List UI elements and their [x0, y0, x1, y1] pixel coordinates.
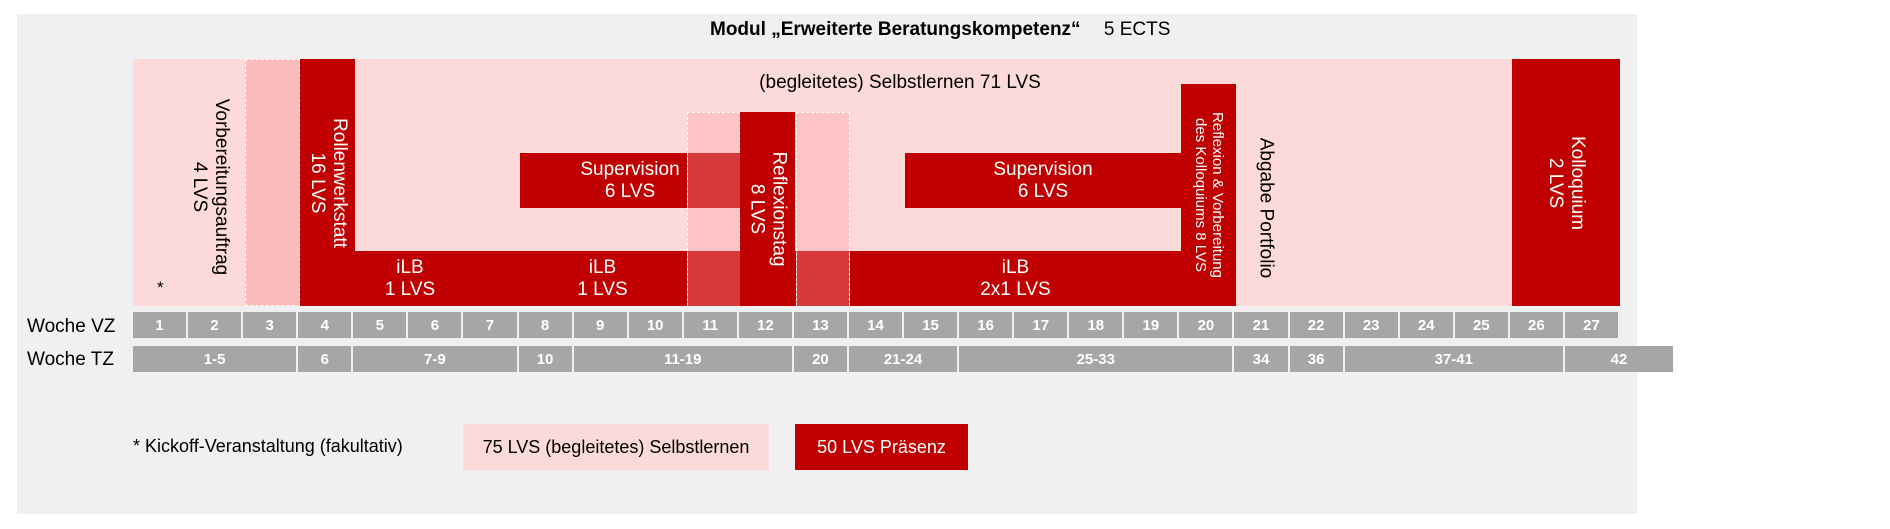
vz-week-cell: 18: [1069, 312, 1123, 338]
reflexion-vb-line2: des Kolloquiums 8 LVS: [1191, 118, 1209, 272]
kolloquium-block: Kolloquium 2 LVS: [1512, 59, 1620, 306]
tz-week-cell: 42: [1564, 346, 1674, 372]
supervision2-lvs: 6 LVS: [1017, 180, 1069, 202]
ilb1-title: iLB: [396, 256, 424, 278]
vz-week-cell: 22: [1289, 312, 1343, 338]
rollenwerkstatt-lvs: 16 LVS: [306, 152, 328, 213]
woche-vz-label: Woche VZ: [27, 316, 116, 337]
vz-week-cell: 24: [1399, 312, 1453, 338]
ilb-block-3: iLB 2x1 LVS: [850, 251, 1181, 306]
tz-week-cell: 6: [298, 346, 352, 372]
vz-week-cell: 2: [188, 312, 242, 338]
vz-week-cell: 23: [1344, 312, 1398, 338]
vz-week-cell: 27: [1564, 312, 1618, 338]
vorbereitung-title: Vorbereitungsauftrag: [211, 98, 232, 276]
vz-week-cell: 8: [518, 312, 572, 338]
legend-dark-praesenz: 50 LVS Präsenz: [795, 424, 968, 470]
legend-dark-text: 50 LVS Präsenz: [817, 437, 946, 457]
vz-week-cell: 25: [1454, 312, 1508, 338]
tz-week-cell: 7-9: [353, 346, 517, 372]
ilb1-lvs: 1 LVS: [384, 278, 436, 300]
tz-week-cell: 37-41: [1344, 346, 1563, 372]
tz-week-cell: 36: [1289, 346, 1343, 372]
vz-week-cell: 17: [1014, 312, 1068, 338]
ilb2-lvs: 1 LVS: [577, 278, 628, 300]
tz-week-cell: 20: [793, 346, 847, 372]
supervision1-title: Supervision: [580, 158, 680, 180]
ilb3-title: iLB: [1001, 256, 1030, 278]
selbstlernen-label: (begleitetes) Selbstlernen 71 LVS: [759, 72, 1041, 93]
kolloquium-lvs: 2 LVS: [1545, 157, 1566, 208]
vz-week-cell: 16: [959, 312, 1013, 338]
tz-week-cell: 1-5: [133, 346, 297, 372]
abgabe-portfolio-text: Abgabe Portfolio: [1255, 137, 1276, 279]
vz-week-cell: 10: [628, 312, 682, 338]
vz-week-cell: 15: [904, 312, 958, 338]
reflexion-vb-line1: Reflexion & Vorbereitung: [1208, 112, 1226, 278]
vz-week-cell: 21: [1234, 312, 1288, 338]
rollenwerkstatt-title: Rollenwerkstatt: [328, 117, 350, 248]
ilb3-lvs: 2x1 LVS: [980, 278, 1051, 300]
reflexionstag-block: Reflexionstag 8 LVS: [740, 112, 795, 306]
tz-week-cell: 25-33: [959, 346, 1233, 372]
week3-block: [245, 59, 300, 306]
tz-week-cell: 34: [1234, 346, 1288, 372]
vorbereitung-label: Vorbereitungsauftrag 4 LVS: [189, 92, 232, 282]
reflexionstag-lvs: 8 LVS: [746, 183, 768, 235]
ilb2-title: iLB: [588, 256, 617, 278]
vorbereitung-lvs: 4 LVS: [189, 161, 210, 213]
kickoff-asterisk: *: [157, 278, 164, 297]
kolloquium-title: Kolloquium: [1567, 135, 1588, 230]
abgabe-portfolio-label: Abgabe Portfolio: [1240, 110, 1290, 306]
ilb-block-1: iLB 1 LVS: [355, 251, 465, 306]
vz-week-cell: 13: [793, 312, 847, 338]
module-ects: 5 ECTS: [1103, 19, 1171, 40]
reflexionstag-title: Reflexionstag: [768, 151, 790, 267]
legend-note: * Kickoff-Veranstaltung (fakultativ): [133, 436, 403, 456]
supervision2-title: Supervision: [993, 158, 1093, 180]
vz-week-cell: 6: [408, 312, 462, 338]
rollenwerkstatt-block: Rollenwerkstatt 16 LVS: [300, 59, 355, 306]
vz-week-cell: 4: [298, 312, 352, 338]
week13-ilb-overlap: [797, 251, 849, 306]
reflexion-vorbereitung-block: Reflexion & Vorbereitung des Kolloquiums…: [1181, 84, 1236, 306]
supervision1-lvs: 6 LVS: [604, 180, 656, 202]
week11-ilb-overlap: [688, 251, 740, 306]
vz-week-cell: 3: [243, 312, 297, 338]
module-title: Modul „Erweiterte Beratungskompetenz“: [710, 19, 1081, 40]
tz-week-cell: 11-19: [573, 346, 792, 372]
module-title-row: Modul „Erweiterte Beratungskompetenz“ 5 …: [710, 18, 1210, 42]
vz-week-cell: 20: [1179, 312, 1233, 338]
legend-light-text: 75 LVS (begleitetes) Selbstlernen: [482, 437, 750, 457]
tz-week-cell: 21-24: [848, 346, 958, 372]
vz-week-cell: 11: [683, 312, 737, 338]
vz-week-cell: 26: [1509, 312, 1563, 338]
woche-vz-row: 1 2 3 4 5 6 7 8 9 10 11 12 13 14 15 16 17 18 19 20 21 22 23 24 2…: [133, 312, 1620, 338]
vz-week-cell: 12: [738, 312, 792, 338]
legend-light-selbstlernen: 75 LVS (begleitetes) Selbstlernen: [463, 424, 769, 470]
vz-week-cell: 5: [353, 312, 407, 338]
woche-tz-label: Woche TZ: [27, 349, 114, 370]
woche-tz-row: 1-5 6 7-9 10 11-19 20 21-24 25-33 34 36 37-41 42: [133, 346, 1674, 372]
vz-week-cell: 19: [1124, 312, 1178, 338]
tz-week-cell: 10: [518, 346, 572, 372]
vz-week-cell: 9: [573, 312, 627, 338]
week11-supervision-overlap: [688, 153, 740, 208]
vz-week-cell: 7: [463, 312, 517, 338]
vz-week-cell: 1: [133, 312, 187, 338]
supervision-block-2: Supervision 6 LVS: [905, 153, 1181, 208]
vz-week-cell: 14: [848, 312, 903, 338]
